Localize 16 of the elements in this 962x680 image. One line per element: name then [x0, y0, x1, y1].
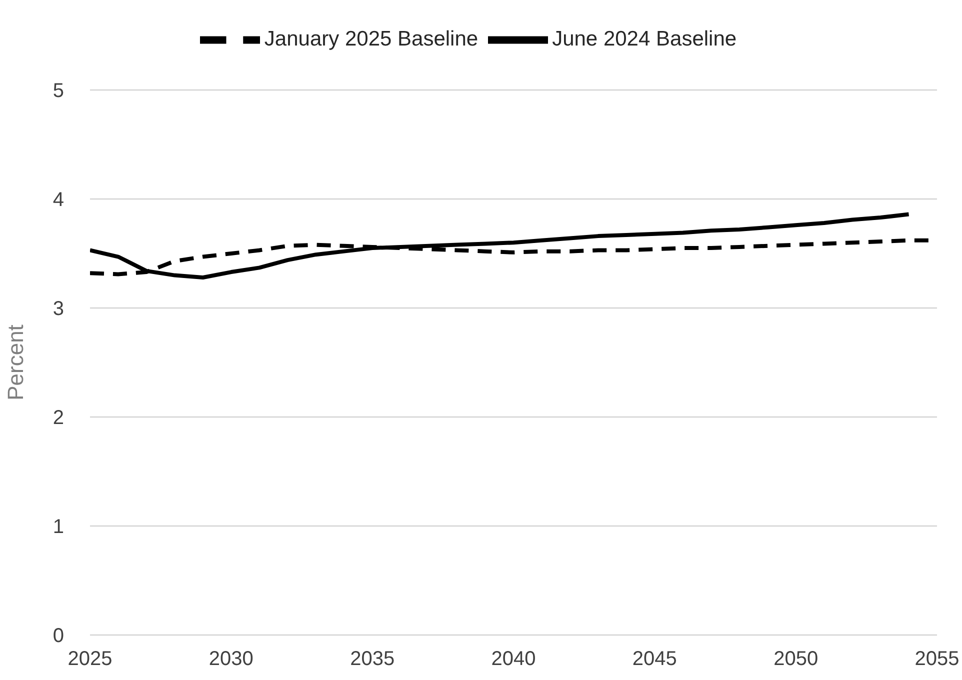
legend-label: June 2024 Baseline — [552, 28, 737, 51]
x-tick-label: 2035 — [350, 648, 395, 670]
x-tick-label: 2040 — [491, 648, 536, 670]
x-tick-label: 2050 — [774, 648, 818, 670]
y-tick-label: 0 — [52, 625, 64, 648]
x-tick-label: 2055 — [914, 648, 960, 670]
y-tick-label: 5 — [52, 80, 64, 102]
y-axis-title: Percent — [2, 324, 28, 400]
x-tick-label: 2045 — [632, 648, 677, 670]
y-tick-label: 2 — [52, 407, 64, 430]
x-tick-label: 2025 — [68, 648, 112, 670]
y-tick-label: 1 — [52, 516, 64, 538]
y-tick-label: 4 — [52, 189, 64, 212]
legend-label: January 2025 Baseline — [264, 28, 478, 51]
y-tick-label: 3 — [52, 298, 64, 320]
x-tick-label: 2030 — [208, 648, 254, 670]
